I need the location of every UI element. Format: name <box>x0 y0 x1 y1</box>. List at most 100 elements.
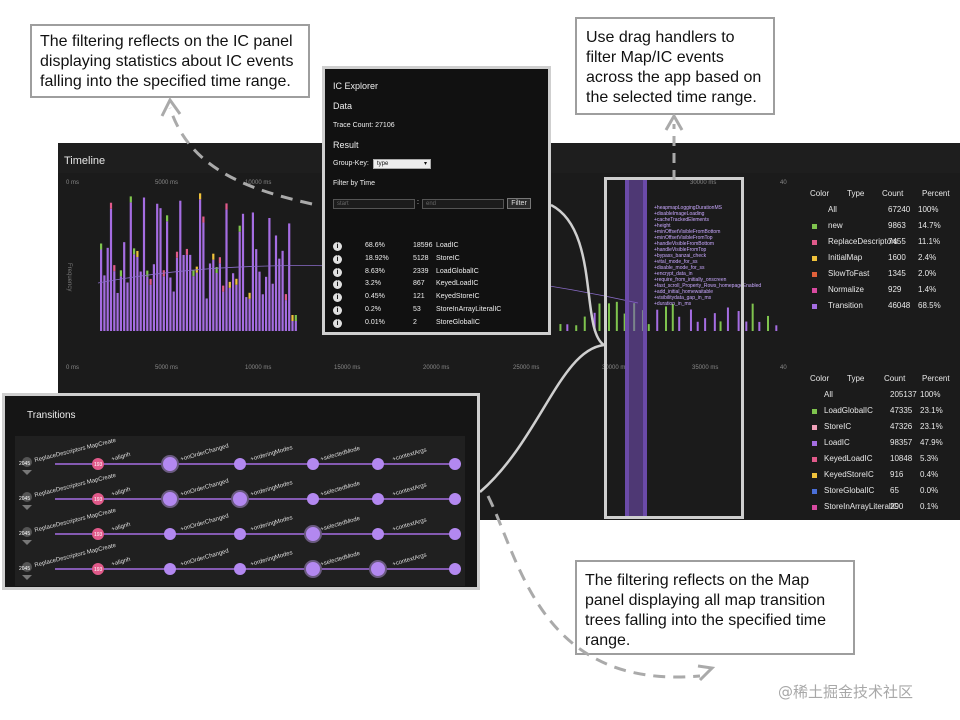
transition-node[interactable] <box>92 493 104 505</box>
ic-stats-row[interactable]: StoreIC 47326 23.1% <box>806 422 960 434</box>
ic-result-row[interactable]: i 3.2% 867 KeyedLoadIC <box>333 279 543 291</box>
group-key-label: Group-Key: <box>333 160 369 167</box>
histogram-bar-cap <box>222 285 225 292</box>
histogram-bar <box>704 318 707 331</box>
ic-stats-row[interactable]: StoreInArrayLiteralIC 290 0.1% <box>806 502 960 514</box>
root-node[interactable] <box>22 527 32 537</box>
top-tick-3: 30000 ms <box>690 180 717 186</box>
info-icon[interactable]: i <box>333 280 342 290</box>
root-node[interactable] <box>22 492 32 502</box>
transition-node[interactable] <box>449 493 461 505</box>
top-tick-1: 5000 ms <box>155 180 179 186</box>
expand-icon[interactable] <box>22 575 32 580</box>
expand-icon[interactable] <box>22 505 32 510</box>
root-node[interactable] <box>22 562 32 572</box>
transition-node[interactable] <box>161 455 179 473</box>
drag-handle-left[interactable] <box>625 180 629 516</box>
info-icon[interactable]: i <box>333 318 342 328</box>
ic-result-row[interactable]: i 0.2% 53 StoreInArrayLiteralIC <box>333 305 543 317</box>
filter-by-time-label: Filter by Time <box>333 180 376 187</box>
map-stats-row[interactable]: All 67240 100% <box>806 205 960 217</box>
ic-result-row[interactable]: i 0.45% 121 KeyedStoreIC <box>333 292 543 304</box>
ic-stats-row[interactable]: KeyedStoreIC 916 0.4% <box>806 470 960 482</box>
info-icon[interactable]: i <box>333 254 342 264</box>
expand-icon[interactable] <box>22 540 32 545</box>
histogram-bar-cap <box>113 265 116 272</box>
map-stats-row[interactable]: SlowToFast 1345 2.0% <box>806 269 960 281</box>
group-key-select[interactable]: type ▾ <box>373 159 431 169</box>
expand-icon[interactable] <box>22 470 32 475</box>
transition-node[interactable] <box>92 458 104 470</box>
ic-stats-row[interactable]: All 205137 100% <box>806 390 960 402</box>
transition-node[interactable] <box>372 493 384 505</box>
info-icon[interactable]: i <box>333 293 342 303</box>
histogram-bar <box>139 271 142 331</box>
ic-result-row[interactable]: i 8.63% 2339 LoadGlobalIC <box>333 267 543 279</box>
transition-node[interactable] <box>307 493 319 505</box>
ic-stats-row[interactable]: LoadGlobalIC 47335 23.1% <box>806 406 960 418</box>
ic-header-count: Count <box>884 374 906 383</box>
ic-stats-row[interactable]: LoadIC 98357 47.9% <box>806 438 960 450</box>
transition-node[interactable] <box>234 528 246 540</box>
transition-node[interactable] <box>449 563 461 575</box>
map-stats-row[interactable]: Transition 46048 68.5% <box>806 301 960 313</box>
ic-result-row[interactable]: i 0.01% 2 StoreGlobalIC <box>333 318 543 330</box>
transition-node[interactable] <box>164 528 176 540</box>
ic-stats-row[interactable]: KeyedLoadIC 10848 5.3% <box>806 454 960 466</box>
histogram-bar <box>103 275 106 331</box>
transition-tree-area[interactable]: 2045 ReplaceDescriptors MapCreate 193 +alig… <box>15 436 465 586</box>
histogram-bar <box>713 313 716 331</box>
transition-node[interactable] <box>161 490 179 508</box>
ic-result-row[interactable]: i 68.6% 18596 LoadIC <box>333 241 543 253</box>
ic-result-row[interactable]: i 18.92% 5128 StoreIC <box>333 254 543 266</box>
map-stats-type: Normalize <box>828 285 865 294</box>
histogram-bar-cap <box>146 270 149 277</box>
info-icon[interactable]: i <box>333 306 342 315</box>
histogram-bar-cap <box>185 248 188 255</box>
transition-node[interactable] <box>449 528 461 540</box>
ic-stats-row[interactable]: StoreGlobalIC 65 0.0% <box>806 486 960 498</box>
time-range-selection[interactable] <box>604 177 744 519</box>
transition-node[interactable] <box>372 458 384 470</box>
filter-button[interactable]: Filter <box>507 198 531 209</box>
map-label: +vital_mode_for_ss <box>654 259 698 265</box>
root-node[interactable] <box>22 457 32 467</box>
edge-label: +selectedMode <box>320 516 362 533</box>
map-stats-row[interactable]: Normalize 929 1.4% <box>806 285 960 297</box>
transition-node[interactable] <box>304 560 322 578</box>
timeline-title: Timeline <box>64 155 106 167</box>
transition-node[interactable] <box>92 528 104 540</box>
histogram-bar <box>218 263 221 331</box>
ic-result-count: 53 <box>413 306 421 313</box>
info-icon[interactable]: i <box>333 242 342 251</box>
map-stats-count: 929 <box>888 285 902 294</box>
histogram-bar <box>294 321 297 331</box>
transition-node[interactable] <box>234 563 246 575</box>
map-label: +fast_scroll_Property_Rows_homepageEnabl… <box>654 283 762 289</box>
drag-handle-right[interactable] <box>643 180 647 516</box>
histogram-bar-cap <box>228 281 231 288</box>
transition-node[interactable] <box>307 458 319 470</box>
end-time-input[interactable]: end <box>422 199 504 209</box>
edge-label: +contextArgs <box>392 552 427 567</box>
ic-result-count: 867 <box>413 280 425 288</box>
ic-stats-count: 290 <box>890 502 904 511</box>
transition-node[interactable] <box>304 525 322 543</box>
map-stats-row[interactable]: InitialMap 1600 2.4% <box>806 253 960 265</box>
transition-node[interactable] <box>449 458 461 470</box>
transition-node[interactable] <box>231 490 249 508</box>
root-name: ReplaceDescriptors MapCreate <box>34 473 117 499</box>
histogram-bar-cap <box>136 250 139 257</box>
transition-node[interactable] <box>369 560 387 578</box>
histogram-bar <box>195 272 198 331</box>
start-time-input[interactable]: start <box>333 199 415 209</box>
map-stats-row[interactable]: new 9863 14.7% <box>806 221 960 233</box>
bottom-tick-5: 25000 ms <box>513 365 540 371</box>
transition-node[interactable] <box>92 563 104 575</box>
info-icon[interactable]: i <box>333 267 342 277</box>
map-stats-row[interactable]: ReplaceDescriptors 7455 11.1% <box>806 237 960 249</box>
transition-node[interactable] <box>234 458 246 470</box>
transition-node[interactable] <box>164 563 176 575</box>
transition-node[interactable] <box>372 528 384 540</box>
